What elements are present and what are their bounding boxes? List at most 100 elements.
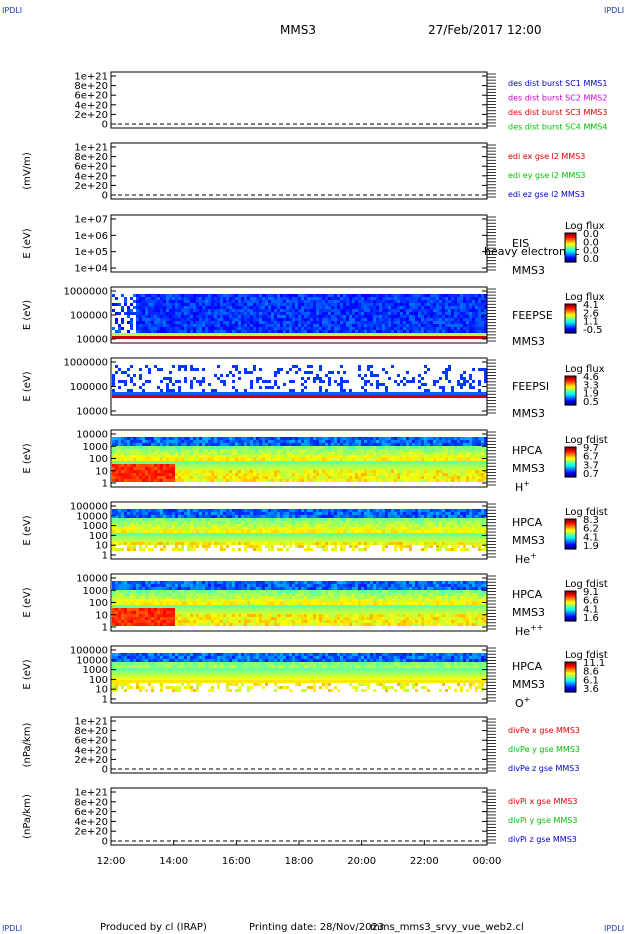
ytick-label-hpca-he: 1000 bbox=[83, 521, 108, 532]
ytick-label-divpe: 1e+21 bbox=[74, 717, 108, 728]
colorbar-tick-feepse: 1.1 bbox=[583, 317, 599, 328]
colorbar-tick-hpca-o: 6.1 bbox=[583, 675, 599, 686]
ytick-label-feepse: 1000000 bbox=[63, 287, 108, 298]
instrument-label-feepsi: FEEPSI bbox=[512, 380, 549, 393]
footer-script-name: mms_mms3_srvy_vue_web2.cl bbox=[370, 922, 524, 933]
instrument-label-hpca-he: HPCA bbox=[512, 516, 543, 529]
spacecraft-label-hpca-he: MMS3 bbox=[512, 534, 545, 547]
colorbar-title-hpca-o: Log fdist bbox=[565, 650, 608, 661]
colorbar-tick-hpca-hepp: 9.1 bbox=[583, 587, 599, 598]
legend-des-dist: des dist burst SC3 MMS3 bbox=[508, 108, 607, 117]
instrument-label-feepse: FEEPSE bbox=[512, 309, 553, 322]
colorbar-tick-eis: 0.0 bbox=[583, 237, 599, 248]
ytick-label-hpca-o: 10000 bbox=[76, 655, 108, 666]
ytick-label-eis: 1e+06 bbox=[74, 231, 108, 242]
ytick-label-divpe: 6e+20 bbox=[74, 736, 108, 747]
ytick-label-hpca-hepp: 10000 bbox=[76, 574, 108, 585]
xtick-label: 14:00 bbox=[159, 856, 188, 867]
ytick-label-des-dist: 4e+20 bbox=[74, 100, 108, 111]
ytick-label-hpca-he: 1 bbox=[102, 551, 108, 562]
colorbar-tick-hpca-o: 11.1 bbox=[583, 658, 605, 669]
ytick-label-hpca-o: 100000 bbox=[70, 646, 108, 657]
footer-printing-date: Printing date: 28/Nov/2023 bbox=[249, 922, 384, 933]
legend-des-dist: des dist burst SC4 MMS4 bbox=[508, 123, 607, 132]
colorbar-tick-hpca-h: 9.7 bbox=[583, 443, 599, 454]
xtick-label: 20:00 bbox=[347, 856, 376, 867]
species-charge-hpca-h: + bbox=[523, 479, 530, 488]
ytick-label-des-dist: 1e+21 bbox=[74, 72, 108, 83]
colorbar-frame-hpca-h bbox=[564, 446, 577, 478]
ytick-label-des-dist: 6e+20 bbox=[74, 91, 108, 102]
footer-producer: Produced by cl (IRAP) bbox=[100, 922, 207, 933]
ytick-label-hpca-o: 1 bbox=[102, 695, 108, 706]
colorbar-tick-eis: 0.0 bbox=[583, 246, 599, 257]
colorbar-tick-hpca-h: 0.7 bbox=[583, 469, 599, 480]
ytick-label-feepse: 10000 bbox=[76, 335, 108, 346]
ytick-label-divpi: 0 bbox=[102, 837, 108, 848]
frame-des-dist bbox=[110, 71, 488, 129]
legend-edi: edi ez gse l2 MMS3 bbox=[508, 190, 585, 199]
ytick-label-hpca-h: 10 bbox=[95, 466, 108, 477]
colorbar-tick-feepsi: 3.3 bbox=[583, 380, 599, 391]
ytick-label-des-dist: 2e+20 bbox=[74, 110, 108, 121]
ytick-label-hpca-hepp: 1000 bbox=[83, 586, 108, 597]
ytick-label-edi: 2e+20 bbox=[74, 181, 108, 192]
ylabel-feepsi: E (eV) bbox=[22, 371, 33, 401]
instrument-label-hpca-h: HPCA bbox=[512, 444, 543, 457]
colorbar-frame-hpca-hepp bbox=[564, 590, 577, 622]
colorbar-tick-hpca-he: 1.9 bbox=[583, 541, 599, 552]
frame-divpe bbox=[110, 716, 488, 774]
corner-label-bottom-right: IPDLI bbox=[604, 924, 625, 933]
ytick-label-feepsi: 100000 bbox=[70, 382, 108, 393]
colorbar-tick-hpca-hepp: 6.6 bbox=[583, 596, 599, 607]
frame-eis bbox=[110, 214, 488, 273]
ytick-label-divpi: 2e+20 bbox=[74, 827, 108, 838]
ytick-label-hpca-h: 100 bbox=[89, 454, 108, 465]
ytick-label-feepsi: 10000 bbox=[76, 407, 108, 418]
legend-divpe: divPe z gse MMS3 bbox=[508, 764, 579, 773]
spectrogram-hpca-hepp bbox=[112, 581, 487, 626]
legend-edi: edi ex gse l2 MMS3 bbox=[508, 152, 585, 161]
colorbar-frame-feepse bbox=[564, 303, 577, 334]
ytick-label-edi: 0 bbox=[102, 191, 108, 202]
instrument-label-hpca-hepp: HPCA bbox=[512, 588, 543, 601]
colorbar-title-feepse: Log flux bbox=[565, 292, 605, 303]
ylabel-hpca-h: E (eV) bbox=[22, 443, 33, 473]
ytick-label-divpe: 2e+20 bbox=[74, 755, 108, 766]
spectrogram-feepsi bbox=[112, 365, 487, 398]
colorbar-tick-feepse: 4.1 bbox=[583, 300, 599, 311]
datetime-title: 27/Feb/2017 12:00 bbox=[428, 23, 542, 37]
spectrogram-hpca-h bbox=[112, 437, 487, 482]
xtick-label: 22:00 bbox=[410, 856, 439, 867]
ytick-label-hpca-he: 100 bbox=[89, 531, 108, 542]
instrument-label-hpca-o: HPCA bbox=[512, 660, 543, 673]
xtick-label: 00:00 bbox=[473, 856, 502, 867]
ytick-label-feepse: 100000 bbox=[70, 311, 108, 322]
ytick-label-divpe: 0 bbox=[102, 765, 108, 776]
ytick-label-hpca-o: 10 bbox=[95, 685, 108, 696]
colorbar-tick-feepse: -0.5 bbox=[583, 325, 603, 336]
ytick-label-hpca-h: 1 bbox=[102, 479, 108, 490]
colorbar-tick-hpca-hepp: 4.1 bbox=[583, 604, 599, 615]
legend-edi: edi ey gse l2 MMS3 bbox=[508, 171, 586, 180]
colorbar-tick-feepsi: 0.5 bbox=[583, 397, 599, 408]
ytick-label-hpca-hepp: 10 bbox=[95, 610, 108, 621]
ylabel-feepse: E (eV) bbox=[22, 300, 33, 330]
ytick-label-hpca-he: 10000 bbox=[76, 511, 108, 522]
ytick-label-hpca-hepp: 100 bbox=[89, 598, 108, 609]
ylabel-edi: (mV/m) bbox=[22, 152, 33, 190]
colorbar-tick-hpca-o: 3.6 bbox=[583, 684, 599, 695]
legend-des-dist: des dist burst SC1 MMS1 bbox=[508, 79, 607, 88]
xtick-label: 12:00 bbox=[97, 856, 126, 867]
spacecraft-label-eis: MMS3 bbox=[512, 264, 545, 277]
spacecraft-label-hpca-h: MMS3 bbox=[512, 462, 545, 475]
